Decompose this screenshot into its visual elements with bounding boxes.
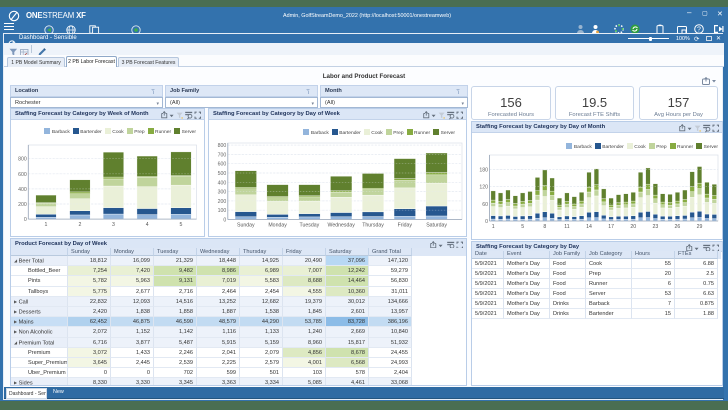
svg-text:Tuesday: Tuesday — [300, 223, 320, 229]
svg-text:Sunday: Sunday — [237, 223, 255, 229]
svg-text:180: 180 — [479, 167, 488, 173]
svg-text:5: 5 — [521, 224, 524, 230]
svg-text:Wednesday: Wednesday — [328, 223, 356, 229]
svg-text:0: 0 — [24, 217, 27, 223]
svg-text:17: 17 — [608, 224, 614, 230]
svg-text:800: 800 — [18, 157, 27, 163]
svg-text:1: 1 — [492, 224, 495, 230]
svg-text:3: 3 — [112, 222, 115, 228]
svg-text:400: 400 — [218, 180, 227, 186]
svg-text:0: 0 — [485, 219, 488, 225]
svg-text:Friday: Friday — [398, 223, 413, 229]
svg-text:0: 0 — [223, 218, 226, 224]
svg-text:5: 5 — [180, 222, 183, 228]
svg-text:Saturday: Saturday — [426, 223, 447, 229]
svg-text:120: 120 — [479, 185, 488, 191]
svg-text:300: 300 — [218, 190, 227, 196]
svg-text:1: 1 — [45, 222, 48, 228]
svg-text:600: 600 — [218, 162, 227, 168]
svg-text:23: 23 — [652, 224, 658, 230]
svg-text:26: 26 — [675, 224, 681, 230]
svg-text:700: 700 — [218, 152, 227, 158]
svg-text:20: 20 — [630, 224, 636, 230]
svg-text:11: 11 — [564, 224, 569, 230]
svg-text:500: 500 — [218, 171, 227, 177]
svg-text:600: 600 — [18, 172, 27, 178]
svg-text:29: 29 — [697, 224, 703, 230]
svg-text:Thursday: Thursday — [362, 223, 384, 229]
svg-text:?: ? — [697, 26, 701, 33]
svg-text:800: 800 — [218, 143, 227, 149]
svg-text:100: 100 — [218, 208, 227, 214]
svg-text:14: 14 — [586, 224, 592, 230]
svg-text:8: 8 — [543, 224, 546, 230]
svg-text:60: 60 — [482, 202, 488, 208]
svg-text:200: 200 — [18, 202, 27, 208]
svg-text:400: 400 — [18, 187, 27, 193]
svg-text:2: 2 — [78, 222, 81, 228]
svg-text:Monday: Monday — [268, 223, 287, 229]
svg-text:200: 200 — [218, 199, 227, 205]
svg-text:4: 4 — [146, 222, 149, 228]
